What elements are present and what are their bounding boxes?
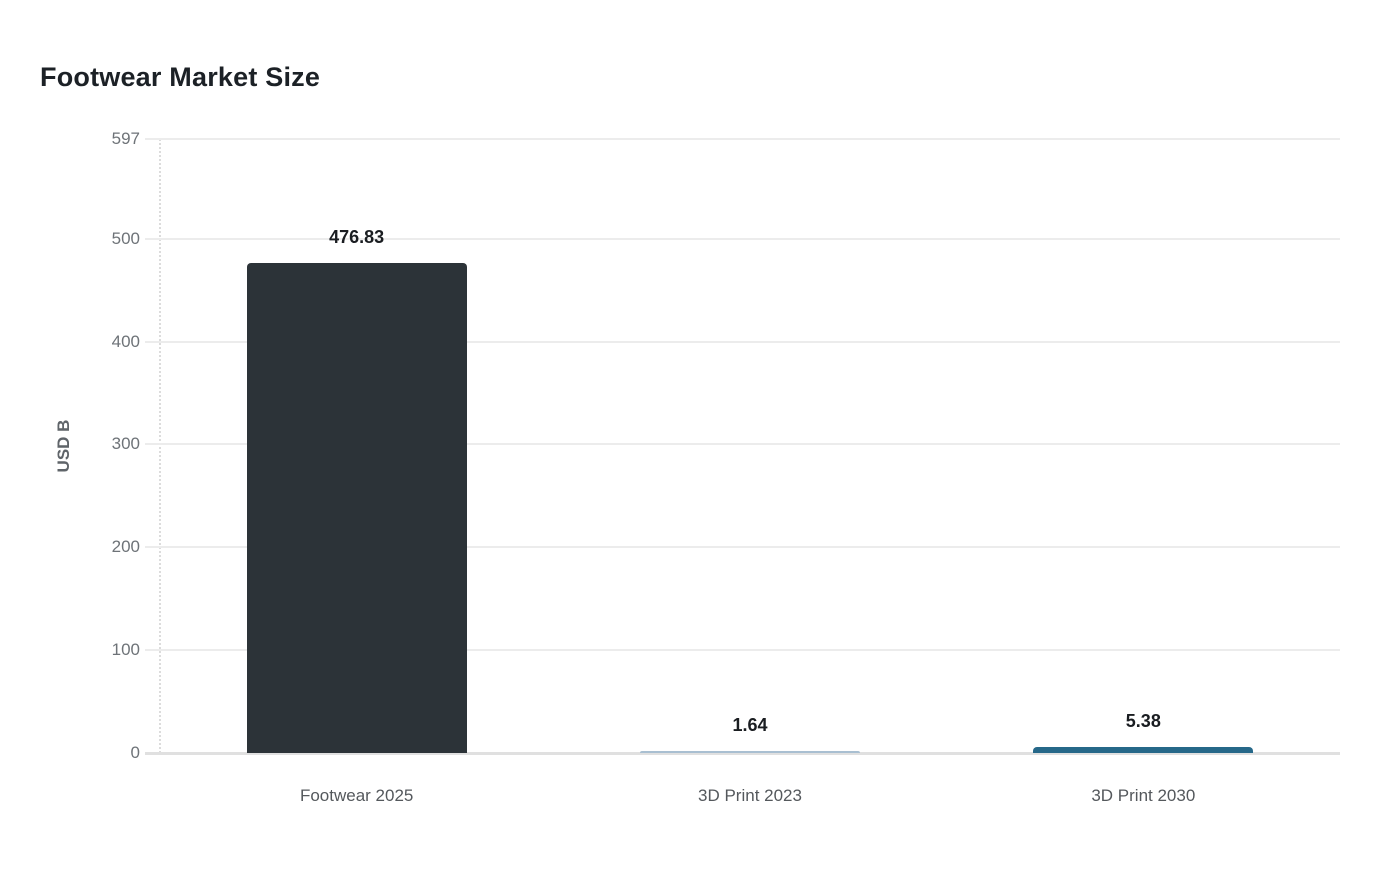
- y-tick-label-100: 100: [111, 640, 140, 660]
- gridline-y-300: [145, 443, 1340, 446]
- y-tick-label-200: 200: [111, 537, 140, 557]
- bar-3[interactable]: [1033, 747, 1254, 753]
- x-tick-label-3: 3D Print 2030: [1091, 786, 1196, 805]
- gridline-y-100: [145, 649, 1340, 652]
- y-tick-label-500: 500: [111, 228, 140, 248]
- x-tick-label-2: 3D Print 2023: [698, 786, 802, 805]
- bar-2[interactable]: [640, 751, 860, 753]
- gridline-y-500: [145, 237, 1340, 240]
- plot-area: 0 100 200 300 400 500 597 476.83 Footwear 2025 1.…: [112, 129, 1340, 805]
- y-tick-label-300: 300: [111, 434, 140, 454]
- y-axis-label: USD B: [54, 419, 73, 473]
- bar-value-label-2: 1.64: [732, 715, 768, 735]
- bar-value-label-1: 476.83: [329, 226, 385, 247]
- bar-value-label-3: 5.38: [1125, 711, 1161, 732]
- y-tick-label-0: 0: [130, 743, 140, 762]
- chart-title: Footwear Market Size: [40, 62, 321, 92]
- gridline-y-0: [145, 752, 1340, 755]
- y-tick-label-400: 400: [111, 331, 140, 351]
- gridline-y-597: [145, 138, 1340, 140]
- gridline-y-200: [145, 546, 1340, 549]
- y-tick-label-597: 597: [111, 129, 140, 148]
- gridline-y-400: [145, 340, 1340, 343]
- bar-1[interactable]: [246, 262, 467, 753]
- x-tick-label-1: Footwear 2025: [299, 786, 414, 805]
